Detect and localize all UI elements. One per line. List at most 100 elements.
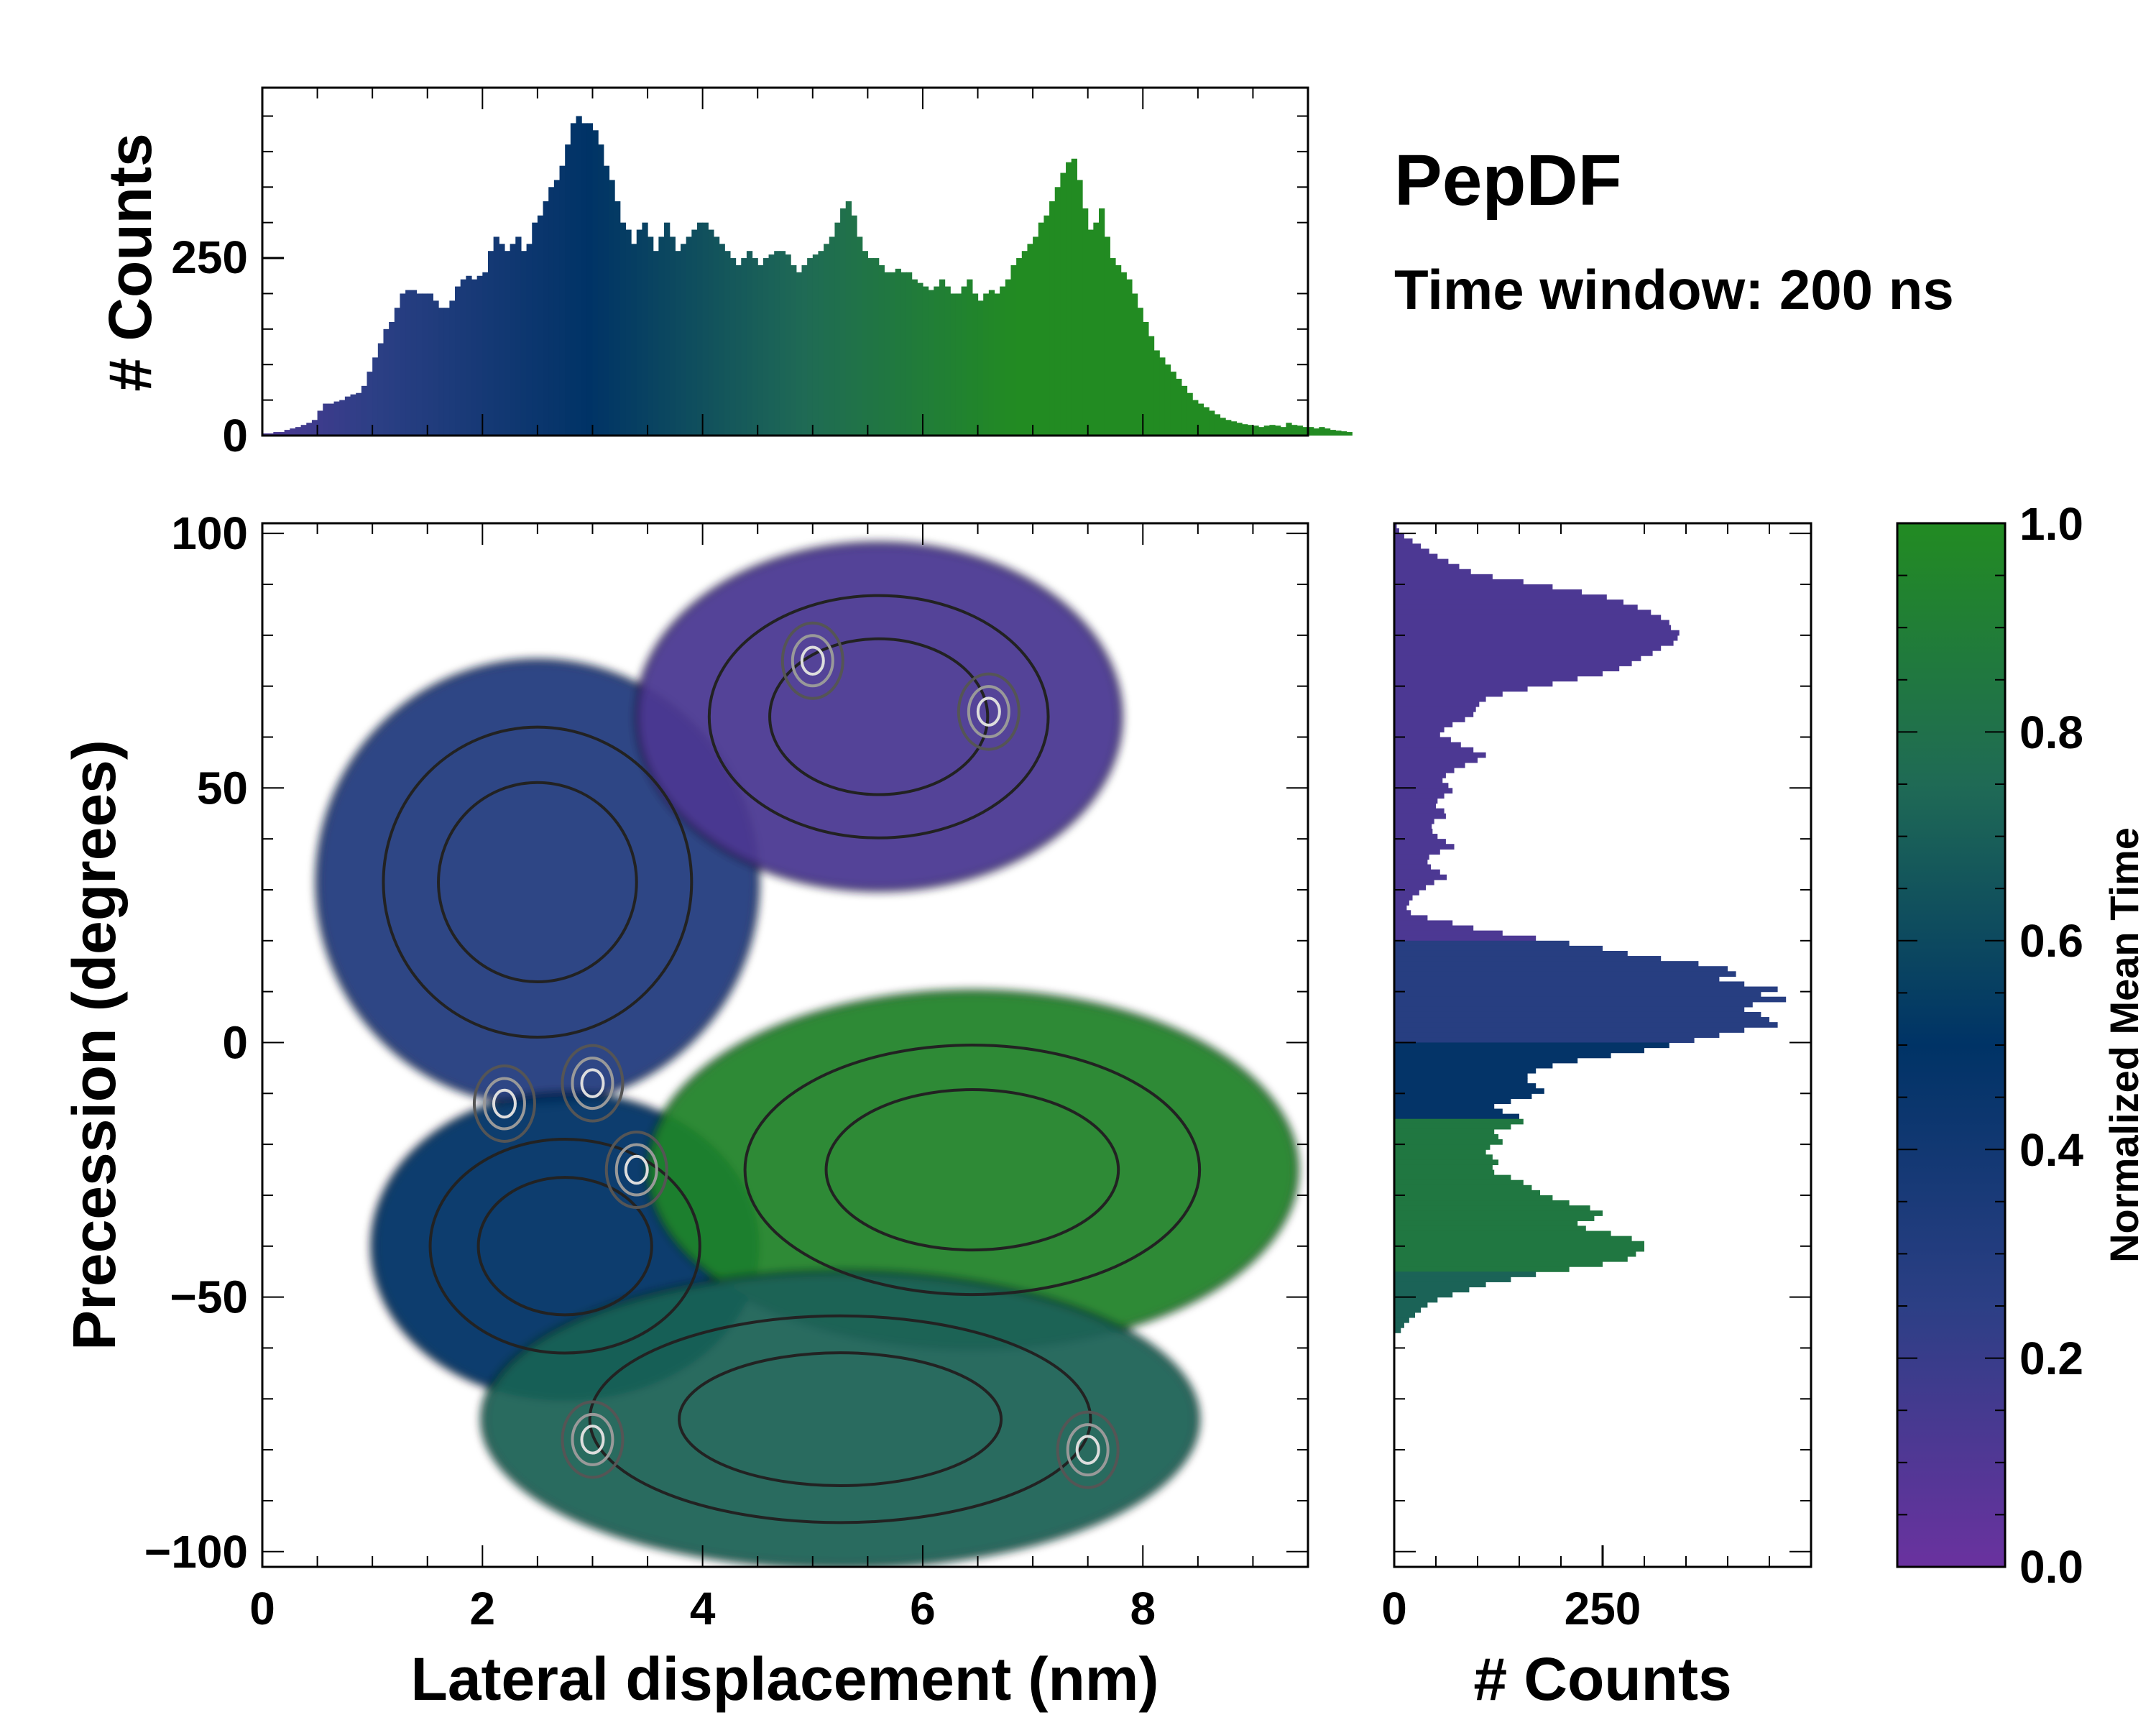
top-histogram-bar bbox=[1164, 364, 1171, 436]
right-histogram-bar bbox=[1394, 961, 1699, 967]
right-histogram-bar bbox=[1394, 823, 1432, 829]
top-histogram-bar bbox=[1033, 236, 1039, 436]
right-histogram-bar bbox=[1394, 1322, 1404, 1328]
right-histogram-bar bbox=[1394, 844, 1455, 850]
right-histogram-bar bbox=[1394, 1047, 1644, 1054]
right-histogram-bar bbox=[1394, 1017, 1769, 1023]
main-ylabel: Precession (degrees) bbox=[60, 740, 128, 1351]
top-histogram-bar bbox=[1093, 222, 1100, 436]
right-histogram-bar bbox=[1394, 788, 1453, 794]
right-histogram-bar bbox=[1394, 742, 1461, 748]
right-histogram-bar bbox=[1394, 905, 1407, 911]
top-histogram-bar bbox=[1187, 392, 1193, 436]
right-histogram-bar bbox=[1394, 696, 1486, 702]
top-histogram-bar bbox=[1038, 222, 1045, 436]
right-histogram-bar bbox=[1394, 1179, 1524, 1186]
right-histogram-bar bbox=[1394, 548, 1429, 555]
main-ytick-label: 50 bbox=[197, 762, 248, 814]
right-histogram-bar bbox=[1394, 625, 1672, 631]
heatmap-contour bbox=[743, 1044, 1202, 1297]
top-histogram-bar bbox=[988, 290, 995, 436]
colorbar-tick-1.0: 1.0 bbox=[2019, 498, 2083, 550]
top-histogram-bar bbox=[1099, 208, 1105, 436]
right-histogram-bar bbox=[1394, 971, 1736, 977]
top-histogram-bar bbox=[796, 272, 803, 436]
top-histogram-bar bbox=[1346, 432, 1353, 436]
top-histogram-bar bbox=[900, 272, 907, 436]
top-histogram-bar bbox=[1340, 431, 1348, 436]
top-histogram-bar bbox=[400, 293, 406, 436]
right-histogram-bar bbox=[1394, 610, 1651, 616]
top-histogram-bar bbox=[394, 308, 401, 436]
right-histogram-bar bbox=[1394, 1078, 1528, 1084]
right-histogram-bar bbox=[1394, 712, 1474, 717]
right-histogram-bar bbox=[1394, 945, 1603, 952]
top-histogram-bar bbox=[829, 236, 836, 436]
right-histogram-bar bbox=[1394, 1297, 1438, 1303]
top-histogram-bar bbox=[702, 222, 709, 436]
top-histogram-bar bbox=[383, 328, 390, 436]
top-histogram-bar bbox=[466, 275, 472, 436]
top-histogram-bar bbox=[543, 201, 549, 436]
top-histogram-bars bbox=[262, 116, 1353, 436]
top-histogram-bar bbox=[1115, 264, 1122, 436]
top-histogram-frame bbox=[261, 86, 1309, 437]
right-xtick-label-250: 250 bbox=[1565, 1583, 1641, 1634]
top-histogram-bar bbox=[570, 123, 577, 436]
right-histogram-bar bbox=[1394, 757, 1478, 763]
top-histogram-bar bbox=[812, 254, 819, 436]
top-histogram-bar bbox=[1126, 279, 1133, 436]
top-histogram-bar bbox=[1000, 286, 1006, 436]
right-histogram-bar bbox=[1394, 686, 1528, 692]
right-histogram-bar bbox=[1394, 778, 1443, 783]
top-histogram-bar bbox=[631, 244, 637, 436]
right-histogram-xlabel: # Counts bbox=[1473, 1645, 1731, 1713]
right-histogram-bar bbox=[1394, 1088, 1544, 1094]
top-histogram-bar bbox=[1230, 421, 1238, 436]
right-histogram-bar bbox=[1394, 681, 1553, 687]
right-histogram-bar bbox=[1394, 1261, 1603, 1267]
right-histogram-bar bbox=[1394, 640, 1674, 646]
top-histogram-bar bbox=[438, 308, 445, 436]
right-histogram-bar bbox=[1394, 706, 1476, 712]
top-histogram-bar bbox=[906, 272, 913, 436]
top-histogram-bar bbox=[1027, 244, 1033, 436]
right-histogram-bar bbox=[1394, 1027, 1745, 1033]
right-histogram-bar bbox=[1394, 783, 1449, 788]
right-histogram: 0 250 # Counts bbox=[1381, 522, 1812, 1713]
right-histogram-bar bbox=[1394, 564, 1460, 570]
right-histogram-bar bbox=[1394, 859, 1428, 865]
top-histogram-bar bbox=[944, 286, 951, 436]
heatmap-density-peak bbox=[472, 1064, 536, 1143]
top-histogram-bar bbox=[625, 229, 632, 436]
top-histogram-bar bbox=[934, 286, 940, 436]
right-histogram-bar bbox=[1394, 1236, 1632, 1242]
heatmap-contour bbox=[437, 781, 638, 983]
heatmap-contour bbox=[707, 594, 1050, 840]
top-histogram-bar bbox=[878, 264, 885, 436]
main-xtick-label: 0 bbox=[249, 1583, 275, 1634]
right-histogram-bar bbox=[1394, 1072, 1528, 1079]
main-y-tick-labels: 100 50 0 −50 −100 bbox=[144, 507, 248, 1578]
top-histogram-bar bbox=[306, 423, 313, 436]
main-xtick-label: 2 bbox=[470, 1583, 496, 1634]
right-histogram-bar bbox=[1394, 879, 1434, 886]
top-histogram-ylabel: # Counts bbox=[96, 133, 164, 391]
colorbar-gradient bbox=[1896, 522, 2007, 1568]
right-histogram-bar bbox=[1394, 1190, 1540, 1196]
top-histogram-bar bbox=[675, 251, 681, 436]
right-histogram-bar bbox=[1394, 620, 1669, 626]
heatmap-density-peak bbox=[1075, 1435, 1100, 1465]
right-histogram-bar bbox=[1394, 1276, 1511, 1282]
heatmap-density-peaks bbox=[472, 621, 1120, 1489]
top-histogram-bar bbox=[1077, 180, 1083, 436]
right-histogram-bar bbox=[1394, 1328, 1401, 1333]
top-histogram-bar bbox=[928, 290, 934, 436]
right-histogram-bar bbox=[1394, 910, 1411, 916]
top-histogram-bar bbox=[1258, 427, 1265, 436]
right-histogram-bar bbox=[1394, 813, 1446, 819]
right-histogram-bar bbox=[1394, 1317, 1409, 1323]
right-histogram-bar bbox=[1394, 1118, 1524, 1125]
right-histogram-bar bbox=[1394, 701, 1480, 707]
top-histogram-bar bbox=[476, 275, 483, 436]
